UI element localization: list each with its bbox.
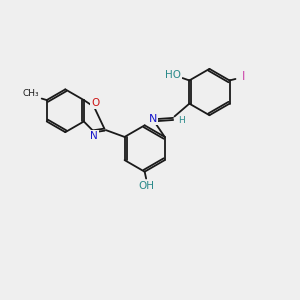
Text: HO: HO: [165, 70, 181, 80]
Text: N: N: [90, 131, 98, 141]
Text: OH: OH: [138, 181, 154, 191]
Text: N: N: [148, 114, 157, 124]
Text: CH₃: CH₃: [23, 89, 39, 98]
Text: I: I: [242, 70, 245, 83]
Text: H: H: [178, 116, 185, 125]
Text: O: O: [92, 98, 100, 108]
